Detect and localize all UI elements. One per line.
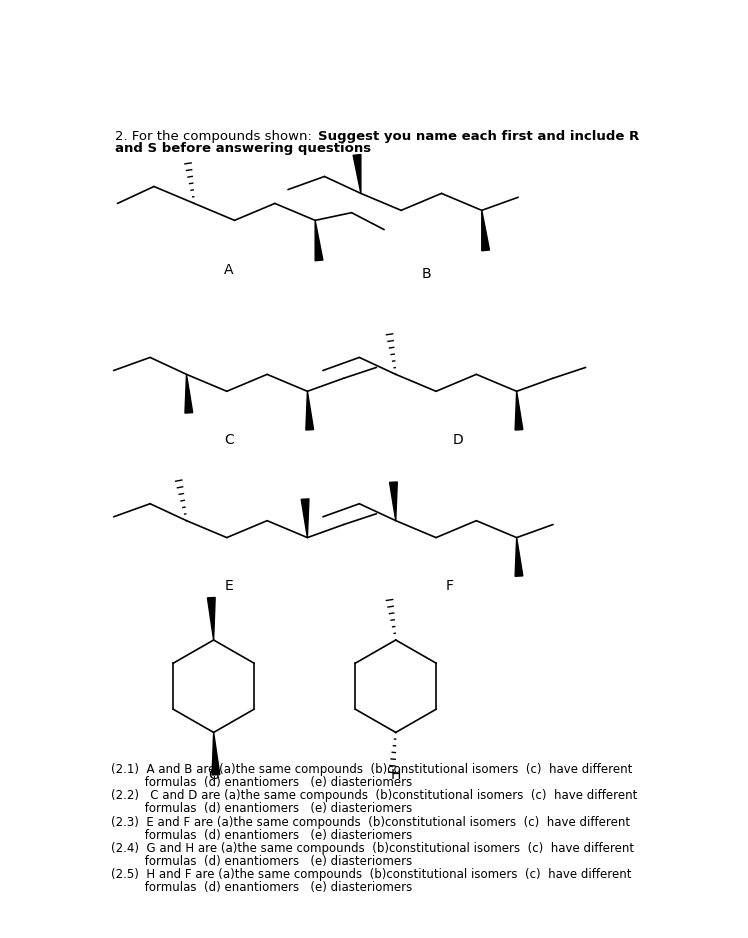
Text: D: D <box>453 432 463 446</box>
Text: formulas  (d) enantiomers   (e) diasteriomers: formulas (d) enantiomers (e) diasteriome… <box>111 803 412 815</box>
Polygon shape <box>515 391 523 430</box>
Text: formulas  (d) enantiomers   (e) diasteriomers: formulas (d) enantiomers (e) diasteriome… <box>111 855 412 868</box>
Text: G: G <box>208 767 219 781</box>
Text: C: C <box>224 432 234 446</box>
Polygon shape <box>390 482 397 521</box>
Polygon shape <box>212 733 220 775</box>
Polygon shape <box>185 374 193 413</box>
Text: Suggest you name each first and include R: Suggest you name each first and include … <box>318 129 640 143</box>
Text: F: F <box>446 579 454 593</box>
Polygon shape <box>315 220 323 261</box>
Text: (2.5)  H and F are (a)the same compounds  (b)constitutional isomers  (c)  have d: (2.5) H and F are (a)the same compounds … <box>111 868 631 881</box>
Text: A: A <box>224 264 234 278</box>
Text: (2.1)  A and B are (a)the same compounds  (b)constitutional isomers  (c)  have d: (2.1) A and B are (a)the same compounds … <box>111 764 632 777</box>
Text: formulas  (d) enantiomers   (e) diasteriomers: formulas (d) enantiomers (e) diasteriome… <box>111 828 412 841</box>
Text: B: B <box>422 267 432 281</box>
Text: E: E <box>224 579 233 593</box>
Polygon shape <box>306 391 313 430</box>
Polygon shape <box>353 155 361 193</box>
Text: 2. For the compounds shown:: 2. For the compounds shown: <box>115 129 312 143</box>
Polygon shape <box>207 598 215 640</box>
Text: formulas  (d) enantiomers   (e) diasteriomers: formulas (d) enantiomers (e) diasteriome… <box>111 881 412 894</box>
Polygon shape <box>515 537 523 576</box>
Polygon shape <box>482 210 489 250</box>
Polygon shape <box>301 499 309 537</box>
Text: formulas  (d) enantiomers   (e) diasteriomers: formulas (d) enantiomers (e) diasteriome… <box>111 777 412 789</box>
Text: H: H <box>390 767 401 781</box>
Text: (2.4)  G and H are (a)the same compounds  (b)constitutional isomers  (c)  have d: (2.4) G and H are (a)the same compounds … <box>111 841 634 855</box>
Text: (2.2)   C and D are (a)the same compounds  (b)constitutional isomers  (c)  have : (2.2) C and D are (a)the same compounds … <box>111 790 637 802</box>
Text: and S before answering questions: and S before answering questions <box>115 142 371 155</box>
Text: (2.3)  E and F are (a)the same compounds  (b)constitutional isomers  (c)  have d: (2.3) E and F are (a)the same compounds … <box>111 815 630 828</box>
